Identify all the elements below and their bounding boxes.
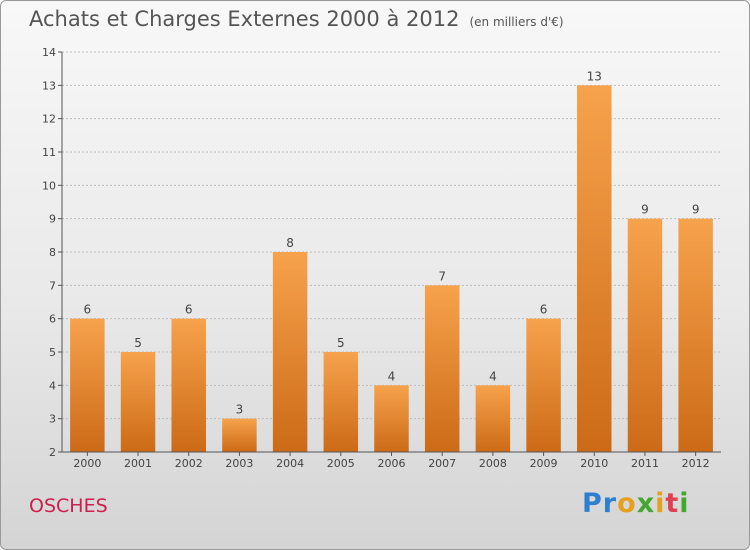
bar-2008 — [475, 385, 511, 452]
y-tick-label: 10 — [42, 179, 56, 192]
chart-title: Achats et Charges Externes 2000 à 2012 (e… — [29, 7, 564, 31]
y-tick-label: 6 — [49, 313, 56, 326]
logo-letter: i — [655, 488, 666, 519]
y-tick-label: 2 — [49, 446, 56, 459]
commune-name: OSCHES — [29, 495, 108, 517]
x-tick-label-2004: 2004 — [276, 457, 304, 470]
x-tick-label-2011: 2011 — [631, 457, 659, 470]
y-tick-label: 7 — [49, 279, 56, 292]
value-label-2002: 6 — [185, 303, 193, 317]
value-label-2012: 9 — [692, 203, 700, 217]
x-tick-label-2001: 2001 — [124, 457, 152, 470]
logo-letter: r — [602, 488, 618, 519]
logo-letter: P — [582, 488, 603, 519]
proxiti-logo: Proxiti — [582, 488, 690, 519]
y-tick-label: 9 — [49, 213, 56, 226]
value-label-2008: 4 — [489, 369, 497, 383]
logo-letter: o — [617, 488, 637, 519]
bar-2007 — [424, 285, 460, 452]
value-label-2007: 7 — [438, 269, 446, 283]
value-label-2009: 6 — [540, 303, 548, 317]
x-tick-label-2008: 2008 — [479, 457, 507, 470]
bar-2002 — [171, 318, 206, 452]
value-label-2006: 4 — [388, 369, 396, 383]
y-tick-label: 11 — [42, 146, 56, 159]
x-tick-label-2005: 2005 — [327, 457, 355, 470]
bar-2009 — [526, 318, 561, 452]
logo-letter: t — [665, 488, 680, 519]
bar-2004 — [272, 252, 308, 452]
y-tick-label: 5 — [49, 346, 56, 359]
value-label-2005: 5 — [337, 336, 345, 350]
y-tick-label: 13 — [42, 79, 56, 92]
x-tick-label-2007: 2007 — [428, 457, 456, 470]
bar-2006 — [374, 385, 409, 452]
x-tick-label-2002: 2002 — [175, 457, 203, 470]
bar-2012 — [678, 218, 713, 452]
y-tick-label: 4 — [49, 379, 56, 392]
y-tick-label: 14 — [42, 46, 56, 59]
y-tick-label: 12 — [42, 113, 56, 126]
y-tick-label: 8 — [49, 246, 56, 259]
x-tick-label-2012: 2012 — [682, 457, 710, 470]
logo-letter: x — [636, 488, 656, 519]
bar-2001 — [120, 352, 156, 452]
value-label-2010: 13 — [587, 69, 602, 83]
bar-2005 — [323, 352, 359, 452]
x-tick-label-2003: 2003 — [225, 457, 253, 470]
x-tick-label-2010: 2010 — [580, 457, 608, 470]
chart-title-text: Achats et Charges Externes 2000 à 2012 — [29, 7, 460, 31]
axes: 2 3 4 5 6 7 8 9 10 11 12 13 14 2000 2001 2002 2003 2004 20… — [42, 46, 721, 470]
bars — [70, 85, 713, 452]
value-label-2004: 8 — [286, 236, 294, 250]
bar-2011 — [627, 218, 663, 452]
x-tick-label-2006: 2006 — [378, 457, 406, 470]
bar-2010 — [577, 85, 612, 452]
value-label-2000: 6 — [84, 303, 92, 317]
bar-2003 — [222, 418, 257, 452]
y-tick-label: 3 — [49, 413, 56, 426]
x-tick-label-2000: 2000 — [73, 457, 101, 470]
chart-subtitle: (en milliers d'€) — [469, 15, 564, 29]
bar-2000 — [70, 318, 105, 452]
value-labels: 6 5 6 3 8 5 4 7 4 6 13 9 9 — [84, 69, 700, 416]
value-label-2011: 9 — [641, 203, 649, 217]
x-tick-label-2009: 2009 — [530, 457, 558, 470]
logo-letter: i — [679, 488, 690, 519]
value-label-2003: 3 — [236, 403, 244, 417]
value-label-2001: 5 — [134, 336, 142, 350]
